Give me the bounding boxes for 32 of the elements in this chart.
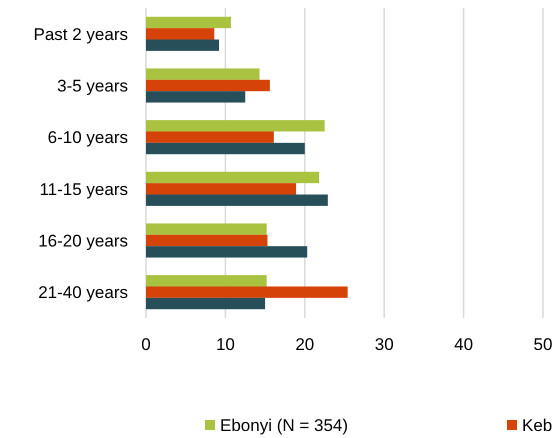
y-tick-label: 11-15 years: [39, 180, 128, 199]
bar: [146, 275, 267, 286]
y-tick-label: 16-20 years: [38, 231, 128, 250]
y-tick-label: 21-40 years: [38, 283, 128, 302]
bar: [146, 80, 270, 92]
bar: [146, 68, 260, 80]
y-tick-label: 6-10 years: [48, 128, 128, 148]
bar: [146, 131, 274, 143]
y-tick-label: Past 2 years: [34, 24, 128, 44]
bar: [146, 194, 328, 206]
bar: [146, 40, 220, 51]
bar: [146, 234, 268, 246]
bar: [146, 172, 320, 184]
legend-label: Ebonyi (N = 354): [220, 416, 348, 435]
x-tick-label: 20: [295, 335, 314, 354]
bar: [146, 120, 325, 132]
x-tick-label: 40: [454, 335, 474, 354]
bar: [146, 246, 308, 258]
bar: [146, 91, 246, 103]
bar: [146, 286, 348, 298]
x-tick-label: 30: [374, 335, 394, 354]
bar: [146, 298, 266, 310]
bar: [146, 28, 214, 40]
bar: [146, 16, 231, 28]
x-tick-label: 10: [216, 335, 235, 354]
bar: [146, 223, 267, 235]
y-tick-label: 3-5 years: [57, 76, 128, 96]
x-tick-label: 50: [534, 335, 552, 354]
bar: [146, 142, 305, 154]
bar: [146, 183, 296, 195]
x-tick-label: 0: [141, 335, 151, 354]
legend-label: Keb: [522, 416, 552, 435]
